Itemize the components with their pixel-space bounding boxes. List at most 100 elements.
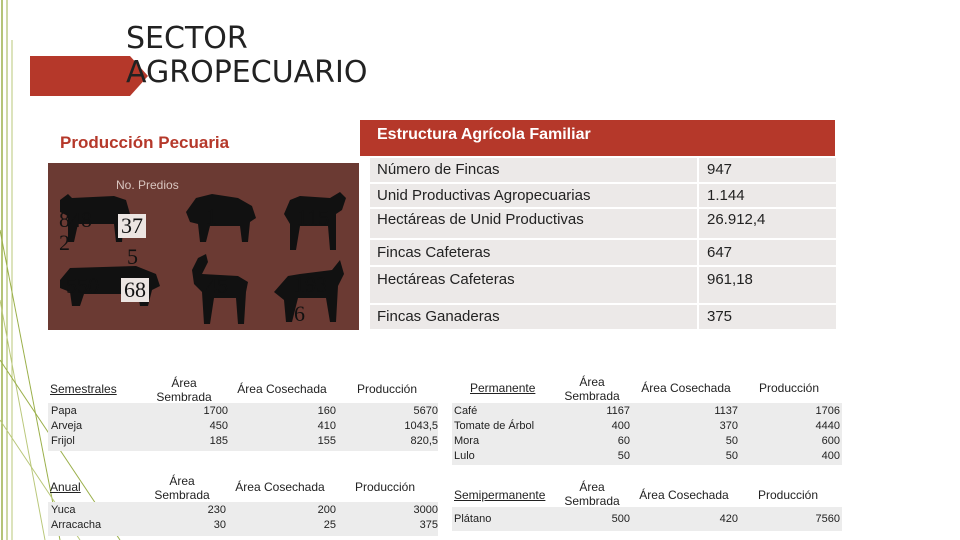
goat-count: 45	[206, 273, 228, 298]
title-line-2: AGROPECUARIO	[126, 55, 368, 90]
value-cell: 230	[207, 504, 226, 516]
row-value: 961,18	[697, 267, 836, 303]
value-cell: 200	[317, 504, 336, 516]
value-cell: 155	[317, 435, 336, 447]
anual-sembrada-values: 230 30	[180, 503, 226, 533]
row-label: Número de Fincas	[377, 161, 500, 178]
semestrales-sembrada-values: 1700 450 185	[180, 404, 228, 449]
crop-name: Papa	[51, 405, 77, 417]
pig-icon	[60, 266, 160, 306]
pecuaria-title: Producción Pecuaria	[60, 133, 230, 152]
crop-name: Yuca	[51, 504, 76, 516]
value-cell: 1706	[815, 405, 840, 417]
pig-count-box: 68	[121, 278, 149, 302]
row-value: 375	[697, 305, 836, 329]
page-title: SECTOR AGROPECUARIO	[126, 22, 367, 90]
crop-name: Café	[454, 405, 478, 417]
value-cell: 60	[617, 435, 630, 447]
value-cell: 500	[611, 513, 630, 525]
permanente-col-cosechada: Área Cosechada	[641, 381, 731, 395]
row-value: 1.144	[697, 184, 836, 207]
value-cell: 1137	[714, 405, 738, 417]
semipermanente-sembrada-values: 500	[584, 512, 630, 527]
buffalo-icon	[186, 194, 256, 242]
value-cell: 4440	[815, 420, 840, 432]
row-value: 26.912,4	[697, 209, 836, 238]
value-cell: 420	[719, 513, 738, 525]
row-label: Fincas Cafeteras	[377, 244, 491, 261]
goat-icon	[192, 254, 248, 324]
crop-name: Tomate de Árbol	[454, 420, 535, 432]
donkey-count-top: 193	[294, 272, 327, 297]
horse-icon	[284, 192, 346, 250]
semipermanente-col-produccion: Producción	[757, 488, 819, 502]
semipermanente-header: Semipermanente	[454, 488, 546, 502]
row-label: Hectáreas de Unid Productivas	[377, 211, 584, 228]
anual-produccion-values: 3000 375	[384, 503, 438, 533]
value-cell: 25	[323, 519, 336, 531]
value-cell: 30	[213, 519, 226, 531]
permanente-produccion-values: 1706 4440 600 400	[790, 404, 840, 464]
semestrales-col-cosechada: Área Cosechada	[237, 382, 327, 396]
crop-name: Plátano	[454, 513, 492, 525]
anual-col-produccion: Producción	[354, 480, 416, 494]
value-cell: 3000	[413, 504, 438, 516]
value-cell: 450	[209, 420, 228, 432]
anual-crops: Yuca Arracacha	[51, 503, 101, 533]
semipermanente-crops: Plátano	[454, 512, 491, 527]
semipermanente-produccion-values: 7560	[790, 512, 840, 527]
semestrales-crops: Papa Arveja Frijol	[51, 404, 82, 449]
anual-col-sembrada: Área Sembrada	[154, 474, 210, 502]
semestrales-cosechada-values: 160 410 155	[290, 404, 336, 449]
table-row: Hectáreas Cafeteras 961,18	[370, 267, 836, 305]
donkey-count-bottom: 6	[294, 301, 305, 326]
pig-count: 550	[66, 273, 99, 298]
title-accent-bar	[30, 56, 148, 96]
cow-count-top: 848	[59, 207, 92, 232]
row-value: 947	[697, 158, 836, 182]
value-cell: 410	[317, 420, 336, 432]
value-cell: 50	[725, 450, 738, 462]
semipermanente-bg	[452, 507, 842, 531]
semipermanente-cosechada-values: 420	[692, 512, 738, 527]
table-row: Fincas Ganaderas 375	[370, 305, 836, 331]
permanente-header: Permanente	[470, 381, 536, 395]
permanente-cosechada-values: 1137 370 50 50	[692, 404, 738, 464]
permanente-sembrada-values: 1167 400 60 50	[584, 404, 630, 464]
value-cell: 1167	[606, 405, 630, 417]
permanente-col-sembrada: Área Sembrada	[564, 375, 620, 403]
horse-count: 115	[297, 205, 330, 230]
anual-bg	[48, 502, 438, 536]
value-cell: 820,5	[410, 435, 438, 447]
crop-name: Frijol	[51, 435, 75, 447]
table-row: Número de Fincas 947	[370, 158, 836, 184]
table-row: Unid Productivas Agropecuarias 1.144	[370, 184, 836, 209]
semestrales-bg	[48, 403, 438, 451]
value-cell: 370	[719, 420, 738, 432]
value-cell: 375	[419, 519, 438, 531]
value-cell: 1043,5	[404, 420, 438, 432]
cow-icon	[60, 194, 130, 242]
crop-name: Arveja	[51, 420, 83, 432]
estructura-header	[360, 120, 835, 156]
semestrales-col-sembrada: Área Sembrada	[156, 376, 212, 404]
anual-col-cosechada: Área Cosechada	[235, 480, 325, 494]
buffalo-count: 1	[206, 204, 217, 229]
value-cell: 5670	[413, 405, 438, 417]
donkey-icon	[274, 260, 344, 322]
title-line-1: SECTOR	[126, 21, 248, 56]
semestrales-produccion-values: 5670 1043,5 820,5	[384, 404, 438, 449]
permanente-bg	[452, 403, 842, 465]
crop-name: Arracacha	[51, 519, 102, 531]
permanente-col-produccion: Producción	[758, 381, 820, 395]
pecuaria-header	[48, 123, 359, 163]
value-cell: 1700	[203, 405, 228, 417]
value-cell: 185	[209, 435, 228, 447]
cow-count-box2: 5	[127, 244, 138, 269]
anual-header: Anual	[50, 480, 81, 494]
table-row: Hectáreas de Unid Productivas 26.912,4	[370, 209, 836, 240]
row-label: Fincas Ganaderas	[377, 308, 500, 325]
cow-count-bottom: 2	[59, 230, 70, 255]
anual-cosechada-values: 200 25	[290, 503, 336, 533]
row-value: 647	[697, 240, 836, 265]
